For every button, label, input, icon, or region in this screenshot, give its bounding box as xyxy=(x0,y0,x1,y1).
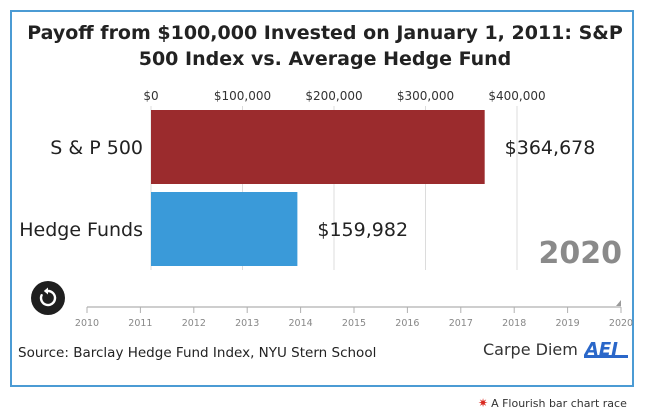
value-labels: $364,678 $159,982 xyxy=(317,137,595,241)
flourish-footer[interactable]: ✷ A Flourish bar chart race xyxy=(478,396,627,410)
bars xyxy=(151,110,485,266)
flourish-star-icon: ✷ xyxy=(478,396,489,410)
timeline-year-label: 2012 xyxy=(182,318,206,329)
title-line-2: 500 Index vs. Average Hedge Fund xyxy=(138,48,512,70)
timeline-year-label: 2010 xyxy=(75,318,99,329)
timeline-year-label: 2014 xyxy=(289,318,313,329)
brand-logo: Carpe Diem AEI xyxy=(483,338,628,360)
replay-button[interactable] xyxy=(31,281,65,315)
x-tick-label: $100,000 xyxy=(214,89,271,103)
brand-text: Carpe Diem xyxy=(483,339,578,359)
x-axis-ticks: $0 $100,000 $200,000 $300,000 $400,000 xyxy=(143,89,545,103)
timeline-year-label: 2011 xyxy=(128,318,152,329)
timeline-year-label: 2018 xyxy=(502,318,526,329)
value-label: $159,982 xyxy=(317,219,408,241)
timeline-year-label: 2016 xyxy=(395,318,419,329)
timeline-year-label: 2019 xyxy=(556,318,580,329)
aei-logo-text: AEI xyxy=(584,339,618,360)
category-labels: S & P 500 Hedge Funds xyxy=(19,137,143,241)
bar xyxy=(151,110,485,184)
x-tick-label: $400,000 xyxy=(488,89,545,103)
timeline-year-label: 2017 xyxy=(449,318,473,329)
timeline-year-label: 2020 xyxy=(609,318,633,329)
chart-title: Payoff from $100,000 Invested on January… xyxy=(0,20,650,72)
value-label: $364,678 xyxy=(505,137,596,159)
x-tick-label: $200,000 xyxy=(305,89,362,103)
source-note: Source: Barclay Hedge Fund Index, NYU St… xyxy=(18,345,377,361)
current-year-label: 2020 xyxy=(539,236,623,271)
x-tick-label: $0 xyxy=(143,89,158,103)
category-label: Hedge Funds xyxy=(19,219,143,241)
timeline-year-label: 2013 xyxy=(235,318,259,329)
title-line-1: Payoff from $100,000 Invested on January… xyxy=(27,22,623,44)
timeline-year-label: 2015 xyxy=(342,318,366,329)
x-tick-label: $300,000 xyxy=(397,89,454,103)
category-label: S & P 500 xyxy=(50,137,143,159)
chart-frame xyxy=(10,10,634,387)
bar xyxy=(151,192,298,266)
replay-icon xyxy=(39,287,57,307)
aei-logo: AEI xyxy=(583,339,628,360)
flourish-footer-text: A Flourish bar chart race xyxy=(491,397,627,410)
timeline-slider[interactable]: 2010 2011 2012 2013 2014 2015 2016 2017 2018 2019… xyxy=(75,300,633,329)
timeline-handle xyxy=(616,300,621,306)
